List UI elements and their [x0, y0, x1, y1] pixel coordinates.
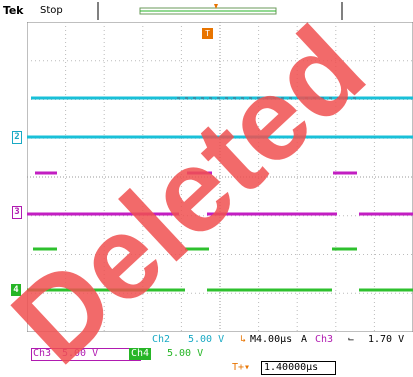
ch4-scale-value: 5.00 V	[167, 348, 204, 359]
record-view-bar	[97, 2, 343, 20]
run-state-label: Stop	[40, 5, 63, 16]
ch4-trace	[27, 247, 413, 292]
waveform-graticule	[27, 22, 413, 332]
trigger-position-icon: T	[202, 28, 213, 39]
ch4-name-label: Ch4	[129, 348, 152, 360]
horizontal-position-icon: T+▾	[232, 362, 251, 373]
ch3-scale-value: 5.00 V	[62, 348, 99, 359]
ch3-trace	[27, 171, 413, 216]
brand-label: Tek	[3, 4, 24, 17]
ch4-ground-marker[interactable]: 4	[11, 284, 21, 296]
ch3-name-label: Ch3	[33, 348, 52, 359]
timebase-value: M4.00µs	[250, 334, 293, 345]
center-axes	[27, 22, 413, 332]
ch2-scale-value: 5.00 V	[188, 334, 225, 345]
ch2-name-label: Ch2	[152, 334, 171, 345]
trigger-point-icon	[214, 4, 218, 9]
ch3-ground-marker[interactable]: 3	[12, 206, 22, 219]
horizontal-position-value: 1.40000µs	[264, 362, 319, 373]
falling-edge-icon: ⌙	[348, 334, 355, 345]
status-bar-top: Tek Stop	[0, 0, 413, 22]
trigger-mode-label: A	[301, 334, 308, 345]
timebase-icon: ↳	[240, 334, 247, 345]
trigger-level-value: 1.70 V	[368, 334, 405, 345]
ch2-ground-marker[interactable]: 2	[12, 131, 22, 144]
trigger-source-label: Ch3	[315, 334, 334, 345]
horizontal-position-field[interactable]	[261, 361, 336, 375]
